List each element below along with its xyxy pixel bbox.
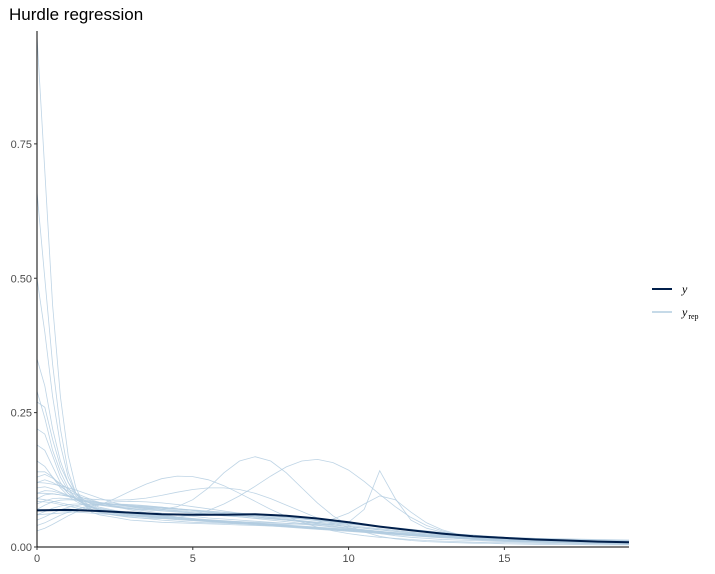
axes: 0 5 10 15 0.00 0.25 0.50 0.75 [11, 31, 629, 565]
replicate-line [36, 192, 630, 544]
y-tick-label: 0.00 [11, 542, 32, 554]
x-tick-label: 15 [498, 553, 510, 565]
y-tick-label: 0.50 [11, 273, 32, 285]
legend-label: yrep [681, 305, 699, 321]
replicate-line [36, 36, 630, 545]
replicate-line [36, 503, 630, 541]
legend-label: y [681, 282, 688, 296]
replicate-line [36, 475, 630, 545]
observed-line [36, 508, 630, 544]
x-tick-label: 0 [34, 553, 40, 565]
y-tick-label: 0.75 [11, 139, 32, 151]
x-tick-label: 5 [190, 553, 196, 565]
x-tick-label: 10 [342, 553, 354, 565]
replicate-line [36, 479, 630, 544]
observed-line-group [36, 508, 630, 544]
replicate-line [36, 493, 630, 542]
replicate-line [36, 500, 630, 543]
replicate-line [36, 456, 629, 546]
replicate-line [36, 278, 630, 544]
y-tick-label: 0.25 [11, 408, 32, 420]
legend: y yrep [652, 282, 699, 321]
legend-subscript: rep [688, 312, 698, 321]
replicate-line [37, 487, 630, 545]
replicate-lines [36, 36, 630, 546]
chart-title: Hurdle regression [9, 5, 144, 24]
